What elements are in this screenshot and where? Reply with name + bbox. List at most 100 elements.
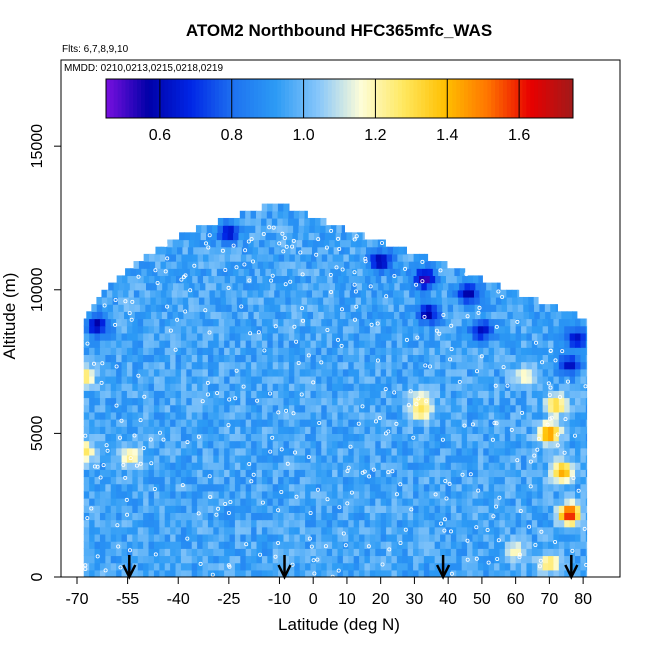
heatmap-cell [569, 476, 576, 485]
sample-marker [354, 234, 359, 239]
heatmap-cell [305, 426, 312, 434]
heatmap-cell [105, 526, 112, 535]
heatmap-cell [359, 253, 366, 262]
heatmap-cell [434, 541, 441, 549]
heatmap-cell [261, 217, 268, 226]
heatmap-cell [299, 447, 306, 456]
heatmap-cell [388, 311, 395, 320]
heatmap-cell [483, 440, 490, 449]
heatmap-cell [472, 447, 479, 456]
heatmap-cell [391, 397, 398, 406]
heatmap-cell [261, 368, 268, 377]
heatmap-cell [407, 397, 414, 406]
heatmap-cell [137, 533, 144, 542]
heatmap-cell [105, 325, 112, 334]
heatmap-cell [369, 354, 376, 363]
heatmap-cell [488, 569, 495, 577]
colorbar-segment [347, 79, 352, 118]
heatmap-cell [332, 440, 339, 449]
heatmap-cell [334, 282, 341, 291]
heatmap-cell [342, 569, 349, 577]
heatmap-cell [510, 541, 517, 549]
heatmap-cell [437, 282, 444, 291]
colorbar-segment [436, 79, 442, 118]
sample-marker [300, 272, 305, 277]
heatmap-cell [380, 483, 387, 492]
sample-marker [339, 343, 344, 348]
heatmap-cell [245, 469, 252, 478]
sample-marker [392, 390, 397, 395]
heatmap-cell [267, 505, 274, 513]
heatmap-cell [175, 555, 182, 564]
heatmap-cell [116, 490, 123, 499]
colorbar-segment [164, 79, 169, 118]
heatmap-cell [580, 383, 587, 391]
heatmap-cell [137, 440, 144, 449]
heatmap-cell [548, 419, 555, 427]
heatmap-cell [218, 483, 225, 492]
heatmap-cell [112, 289, 119, 298]
heatmap-cell [472, 505, 479, 513]
heatmap-cell [240, 253, 247, 262]
heatmap-cell [348, 447, 355, 456]
heatmap-cell [402, 426, 409, 434]
heatmap-cell [252, 261, 259, 269]
heatmap-cell [395, 268, 402, 277]
sample-marker [553, 540, 558, 545]
heatmap-cell [231, 296, 238, 305]
heatmap-cell [251, 526, 258, 535]
heatmap-cell [342, 526, 349, 535]
colorbar-segment [467, 79, 473, 118]
heatmap-cell [278, 476, 285, 485]
heatmap-cell [153, 375, 160, 384]
heatmap-cell [312, 246, 319, 255]
heatmap-cell [237, 282, 244, 291]
heatmap-cell [553, 490, 560, 499]
heatmap-cell [380, 512, 387, 521]
heatmap-cell [170, 526, 177, 535]
heatmap-cell [393, 296, 400, 305]
sample-marker [325, 327, 330, 332]
heatmap-cell [256, 541, 263, 549]
heatmap-cell [105, 541, 112, 549]
heatmap-cell [175, 483, 182, 492]
sample-marker [125, 512, 130, 517]
heatmap-cell [575, 340, 582, 348]
heatmap-cell [202, 447, 209, 456]
heatmap-cell [456, 440, 463, 449]
sample-marker [555, 443, 560, 448]
heatmap-cell [181, 275, 188, 284]
heatmap-cell [198, 261, 205, 269]
heatmap-cell [332, 562, 339, 571]
heatmap-cell [218, 426, 225, 434]
heatmap-cell [364, 390, 371, 399]
heatmap-cell [461, 490, 468, 499]
heatmap-cell [224, 411, 231, 420]
heatmap-cell [325, 225, 332, 233]
heatmap-cell [94, 476, 101, 485]
sample-marker [329, 228, 334, 233]
colorbar-segment [133, 79, 138, 118]
heatmap-cell [267, 526, 274, 535]
sample-marker [98, 475, 103, 480]
heatmap-cell [299, 562, 306, 571]
heatmap-cell [334, 304, 341, 312]
heatmap-cell [293, 210, 300, 219]
heatmap-cell [164, 318, 171, 327]
heatmap-cell [394, 311, 401, 320]
heatmap-cell [188, 296, 195, 305]
heatmap-cell [364, 383, 371, 391]
heatmap-cell [402, 404, 409, 413]
heatmap-cell [453, 311, 460, 320]
heatmap-cell [256, 368, 263, 377]
heatmap-cell [429, 361, 436, 370]
heatmap-cell [332, 325, 339, 334]
heatmap-cell [402, 454, 409, 463]
heatmap-cell [315, 426, 322, 434]
heatmap-cell [143, 433, 150, 442]
heatmap-cell [575, 383, 582, 391]
heatmap-cell [391, 375, 398, 384]
heatmap-cell [537, 325, 544, 334]
sample-marker [291, 411, 296, 416]
heatmap-cell [440, 404, 447, 413]
